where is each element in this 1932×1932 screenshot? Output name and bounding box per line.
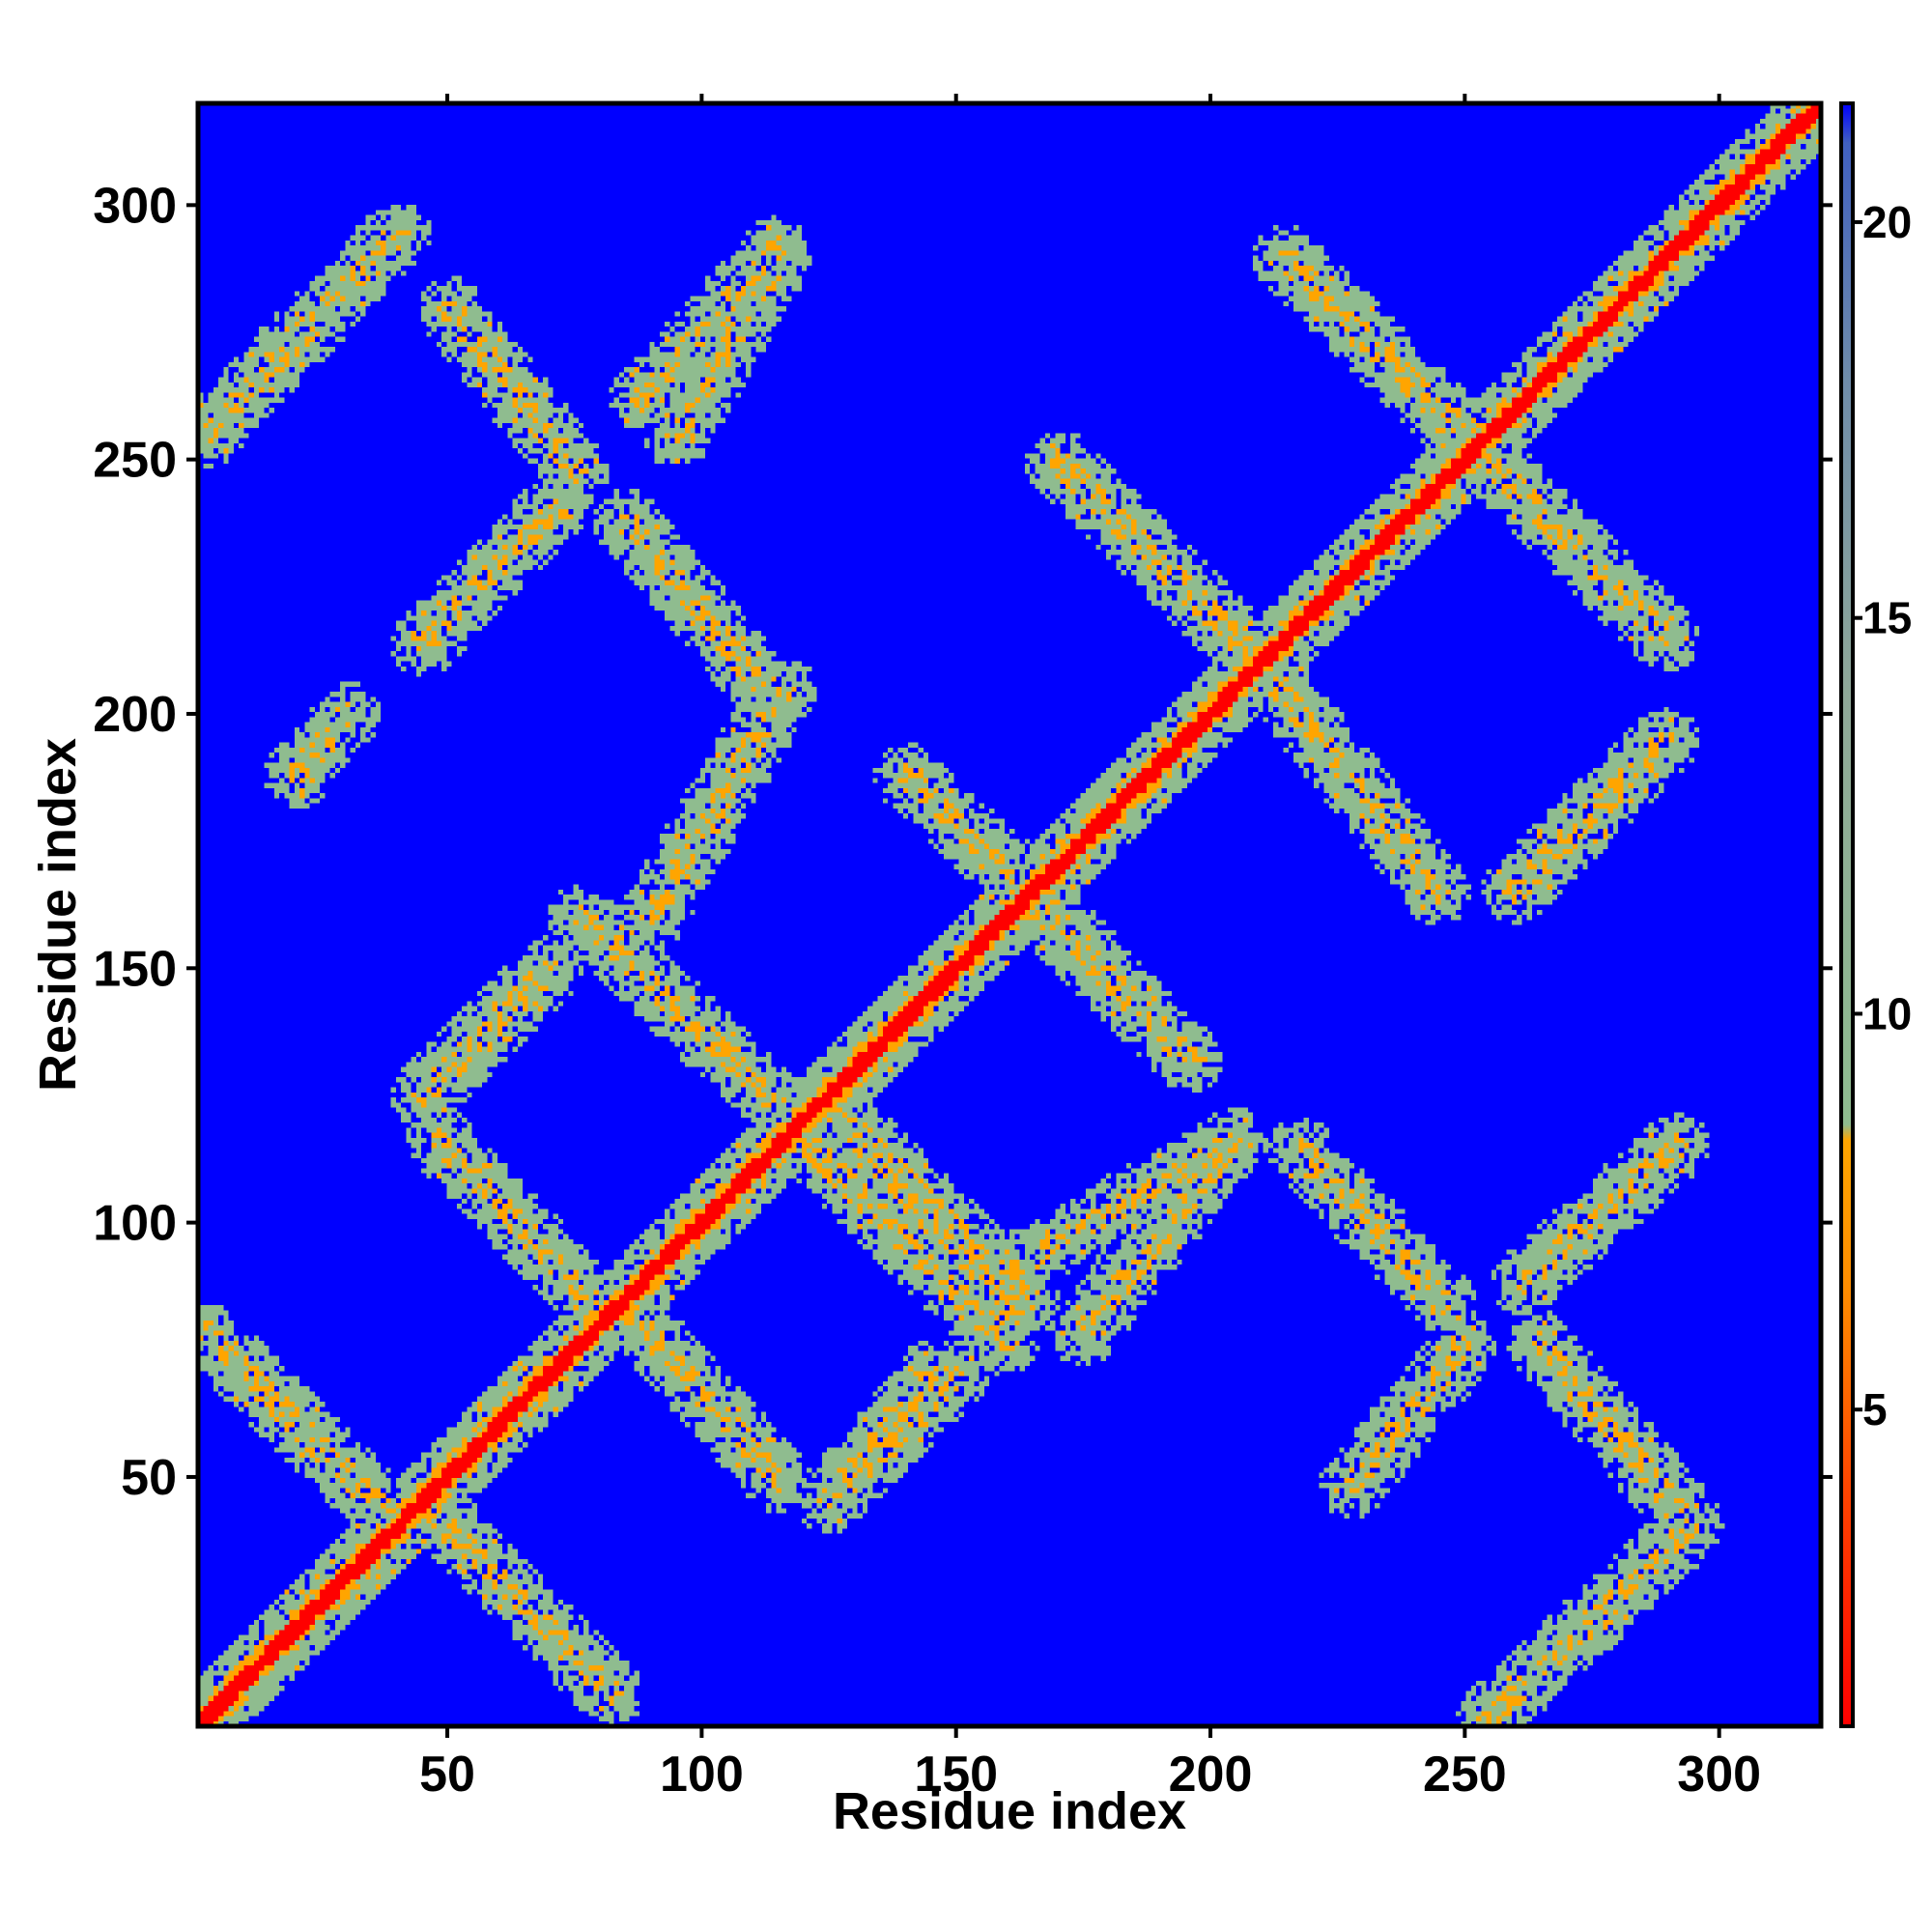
colorbar-tick-label: 10 (1862, 988, 1912, 1038)
x-axis-label: Residue index (833, 1782, 1186, 1840)
x-tick-label: 250 (1423, 1747, 1507, 1803)
plot-frame (195, 100, 1824, 1729)
y-tick-label: 100 (93, 1196, 177, 1252)
y-axis: 50 100 150 200 250 300 (93, 178, 1833, 1506)
x-tick-label: 150 (914, 1747, 998, 1803)
colorbar-tick-label: 15 (1862, 593, 1912, 643)
x-tick-label: 200 (1169, 1747, 1253, 1803)
x-axis: 50 100 150 200 250 300 (419, 94, 1761, 1803)
colorbar-fill (1839, 101, 1855, 1728)
y-tick-label: 50 (121, 1450, 177, 1506)
y-tick-label: 250 (93, 433, 177, 489)
colorbar: 5 10 15 20 (1839, 101, 1912, 1728)
colorbar-tick-label: 5 (1862, 1384, 1888, 1435)
y-tick-label: 150 (93, 941, 177, 997)
y-axis-label: Residue index (29, 738, 87, 1092)
x-tick-label: 100 (660, 1747, 744, 1803)
x-tick-label: 50 (419, 1747, 475, 1803)
colorbar-ticks: 5 10 15 20 (1853, 197, 1912, 1435)
plot-area (195, 100, 1824, 1729)
x-tick-label: 300 (1677, 1747, 1761, 1803)
y-tick-label: 300 (93, 178, 177, 234)
y-tick-label: 200 (93, 687, 177, 743)
heatmap-image (198, 103, 1821, 1726)
colorbar-tick-label: 20 (1862, 197, 1912, 247)
